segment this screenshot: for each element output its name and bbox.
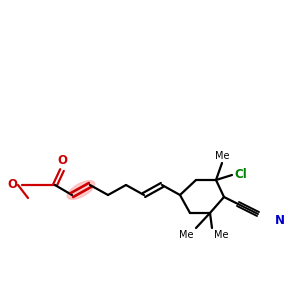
Text: Me: Me (214, 230, 229, 240)
Text: Me: Me (215, 151, 229, 161)
Ellipse shape (67, 181, 95, 200)
Text: O: O (57, 154, 67, 167)
Text: N: N (275, 214, 285, 226)
Text: Me: Me (179, 230, 194, 240)
Text: Cl: Cl (234, 169, 247, 182)
Text: O: O (7, 178, 17, 191)
